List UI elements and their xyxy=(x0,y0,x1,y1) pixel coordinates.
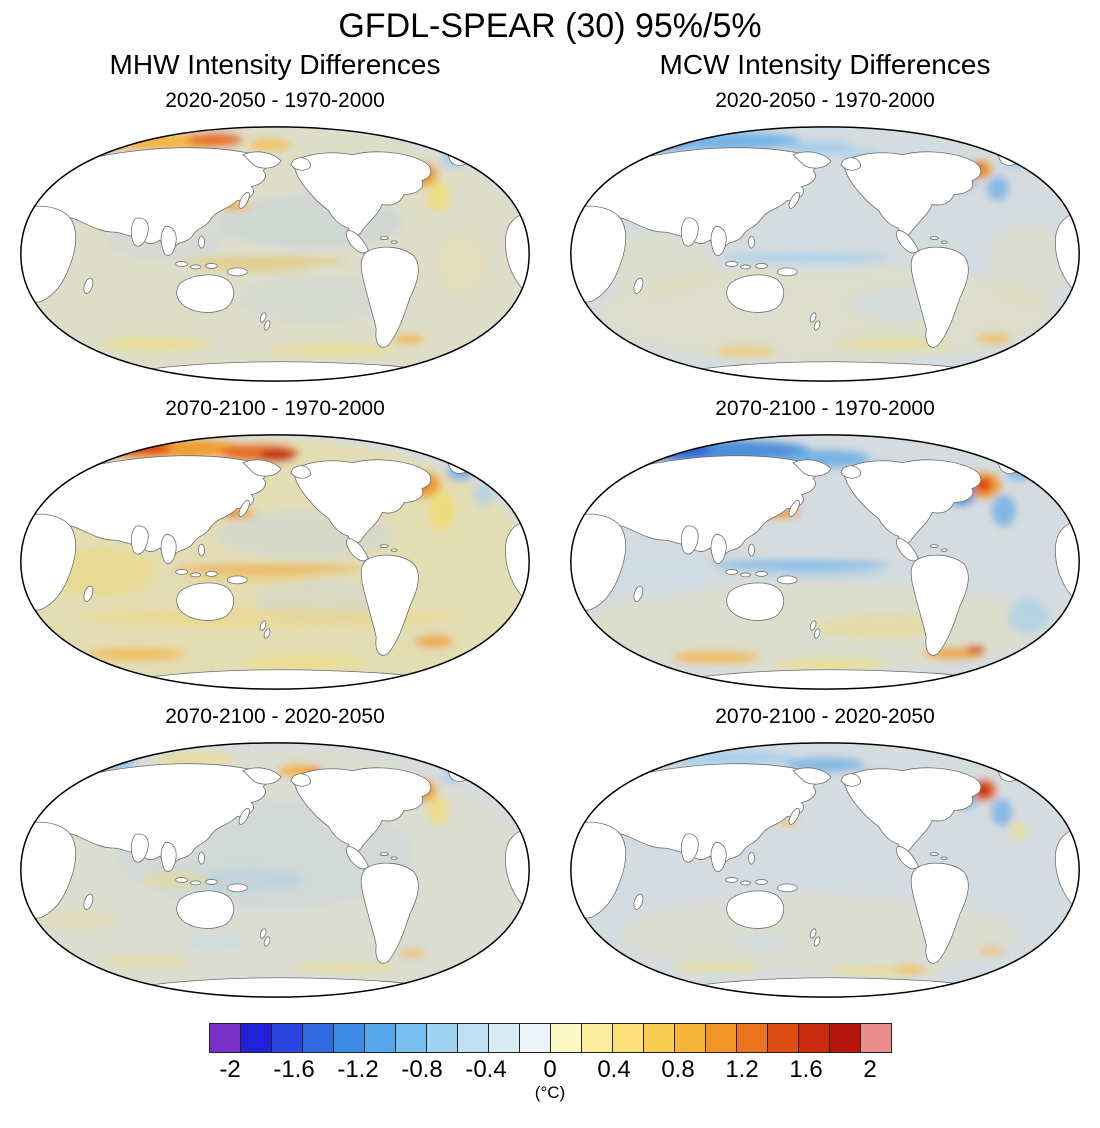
panel-title: 2020-2050 - 1970-2000 xyxy=(715,89,935,113)
world-map-mcw-row2 xyxy=(570,434,1080,691)
colorbar-area: -2 -1.6 -1.2 -0.8 -0.4 0 0.4 0.8 1.2 1.6… xyxy=(0,1023,1100,1103)
colorbar-cell xyxy=(766,1023,799,1054)
panel-title: 2070-2100 - 2020-2050 xyxy=(715,705,935,729)
panel-title: 2070-2100 - 1970-2000 xyxy=(165,397,385,421)
colorbar-cell xyxy=(208,1023,241,1054)
colorbar-cell xyxy=(735,1023,768,1054)
colorbar-cell xyxy=(332,1023,365,1054)
colorbar-tick: -1.2 xyxy=(337,1056,379,1084)
colorbar-unit-label: (°C) xyxy=(534,1083,566,1103)
world-map-mhw-row3 xyxy=(20,742,530,999)
panel-mhw-row3: 2070-2100 - 2020-2050 xyxy=(0,705,550,1009)
world-map-mcw-row1 xyxy=(570,126,1080,383)
colorbar-tick: 0.4 xyxy=(597,1056,631,1084)
colorbar-ticks: -2 -1.6 -1.2 -0.8 -0.4 0 0.4 0.8 1.2 1.6… xyxy=(198,1053,902,1083)
colorbar-cell xyxy=(828,1023,861,1054)
colorbar-cell xyxy=(549,1023,582,1054)
colorbar-cell xyxy=(425,1023,458,1054)
panel-title: 2070-2100 - 1970-2000 xyxy=(715,397,935,421)
panel-mcw-row3: 2070-2100 - 2020-2050 xyxy=(550,705,1100,1009)
colorbar-cell xyxy=(363,1023,396,1054)
colorbar-tick: -0.4 xyxy=(465,1056,507,1084)
colorbar-cell xyxy=(704,1023,737,1054)
colorbar-tick: -0.8 xyxy=(401,1056,443,1084)
colorbar-cell xyxy=(673,1023,706,1054)
colorbar-cell xyxy=(642,1023,675,1054)
colorbar-tick: 2 xyxy=(863,1056,877,1084)
colorbar-cell xyxy=(580,1023,613,1054)
colorbar-cell xyxy=(518,1023,551,1054)
column-headers: MHW Intensity Differences MCW Intensity … xyxy=(0,49,1100,81)
colorbar-tick: 1.2 xyxy=(725,1056,759,1084)
colorbar-cell xyxy=(611,1023,644,1054)
colorbar-tick: -2 xyxy=(219,1056,241,1084)
colorbar-cell xyxy=(456,1023,489,1054)
colorbar-tick: 1.6 xyxy=(789,1056,823,1084)
colorbar-cell xyxy=(487,1023,520,1054)
panel-mhw-row1: 2020-2050 - 1970-2000 xyxy=(0,89,550,393)
panel-mcw-row2: 2070-2100 - 1970-2000 xyxy=(550,397,1100,701)
colorbar-cell xyxy=(797,1023,830,1054)
world-map-mhw-row2 xyxy=(20,434,530,691)
colorbar-cell xyxy=(270,1023,303,1054)
column-header-mcw: MCW Intensity Differences xyxy=(659,49,991,81)
figure-title: GFDL-SPEAR (30) 95%/5% xyxy=(338,7,762,45)
map-grid: 2020-2050 - 1970-2000 xyxy=(0,85,1100,1009)
colorbar-cell xyxy=(859,1023,892,1054)
panel-title: 2070-2100 - 2020-2050 xyxy=(165,705,385,729)
colorbar-cell xyxy=(239,1023,272,1054)
colorbar xyxy=(208,1023,892,1054)
panel-title: 2020-2050 - 1970-2000 xyxy=(165,89,385,113)
colorbar-tick: 0.8 xyxy=(661,1056,695,1084)
panel-mcw-row1: 2020-2050 - 1970-2000 xyxy=(550,89,1100,393)
column-header-mhw: MHW Intensity Differences xyxy=(109,49,441,81)
world-map-mcw-row3 xyxy=(570,742,1080,999)
colorbar-cell xyxy=(301,1023,334,1054)
world-map-mhw-row1 xyxy=(20,126,530,383)
panel-mhw-row2: 2070-2100 - 1970-2000 xyxy=(0,397,550,701)
colorbar-tick: -1.6 xyxy=(273,1056,315,1084)
colorbar-cell xyxy=(394,1023,427,1054)
colorbar-tick: 0 xyxy=(543,1056,557,1084)
